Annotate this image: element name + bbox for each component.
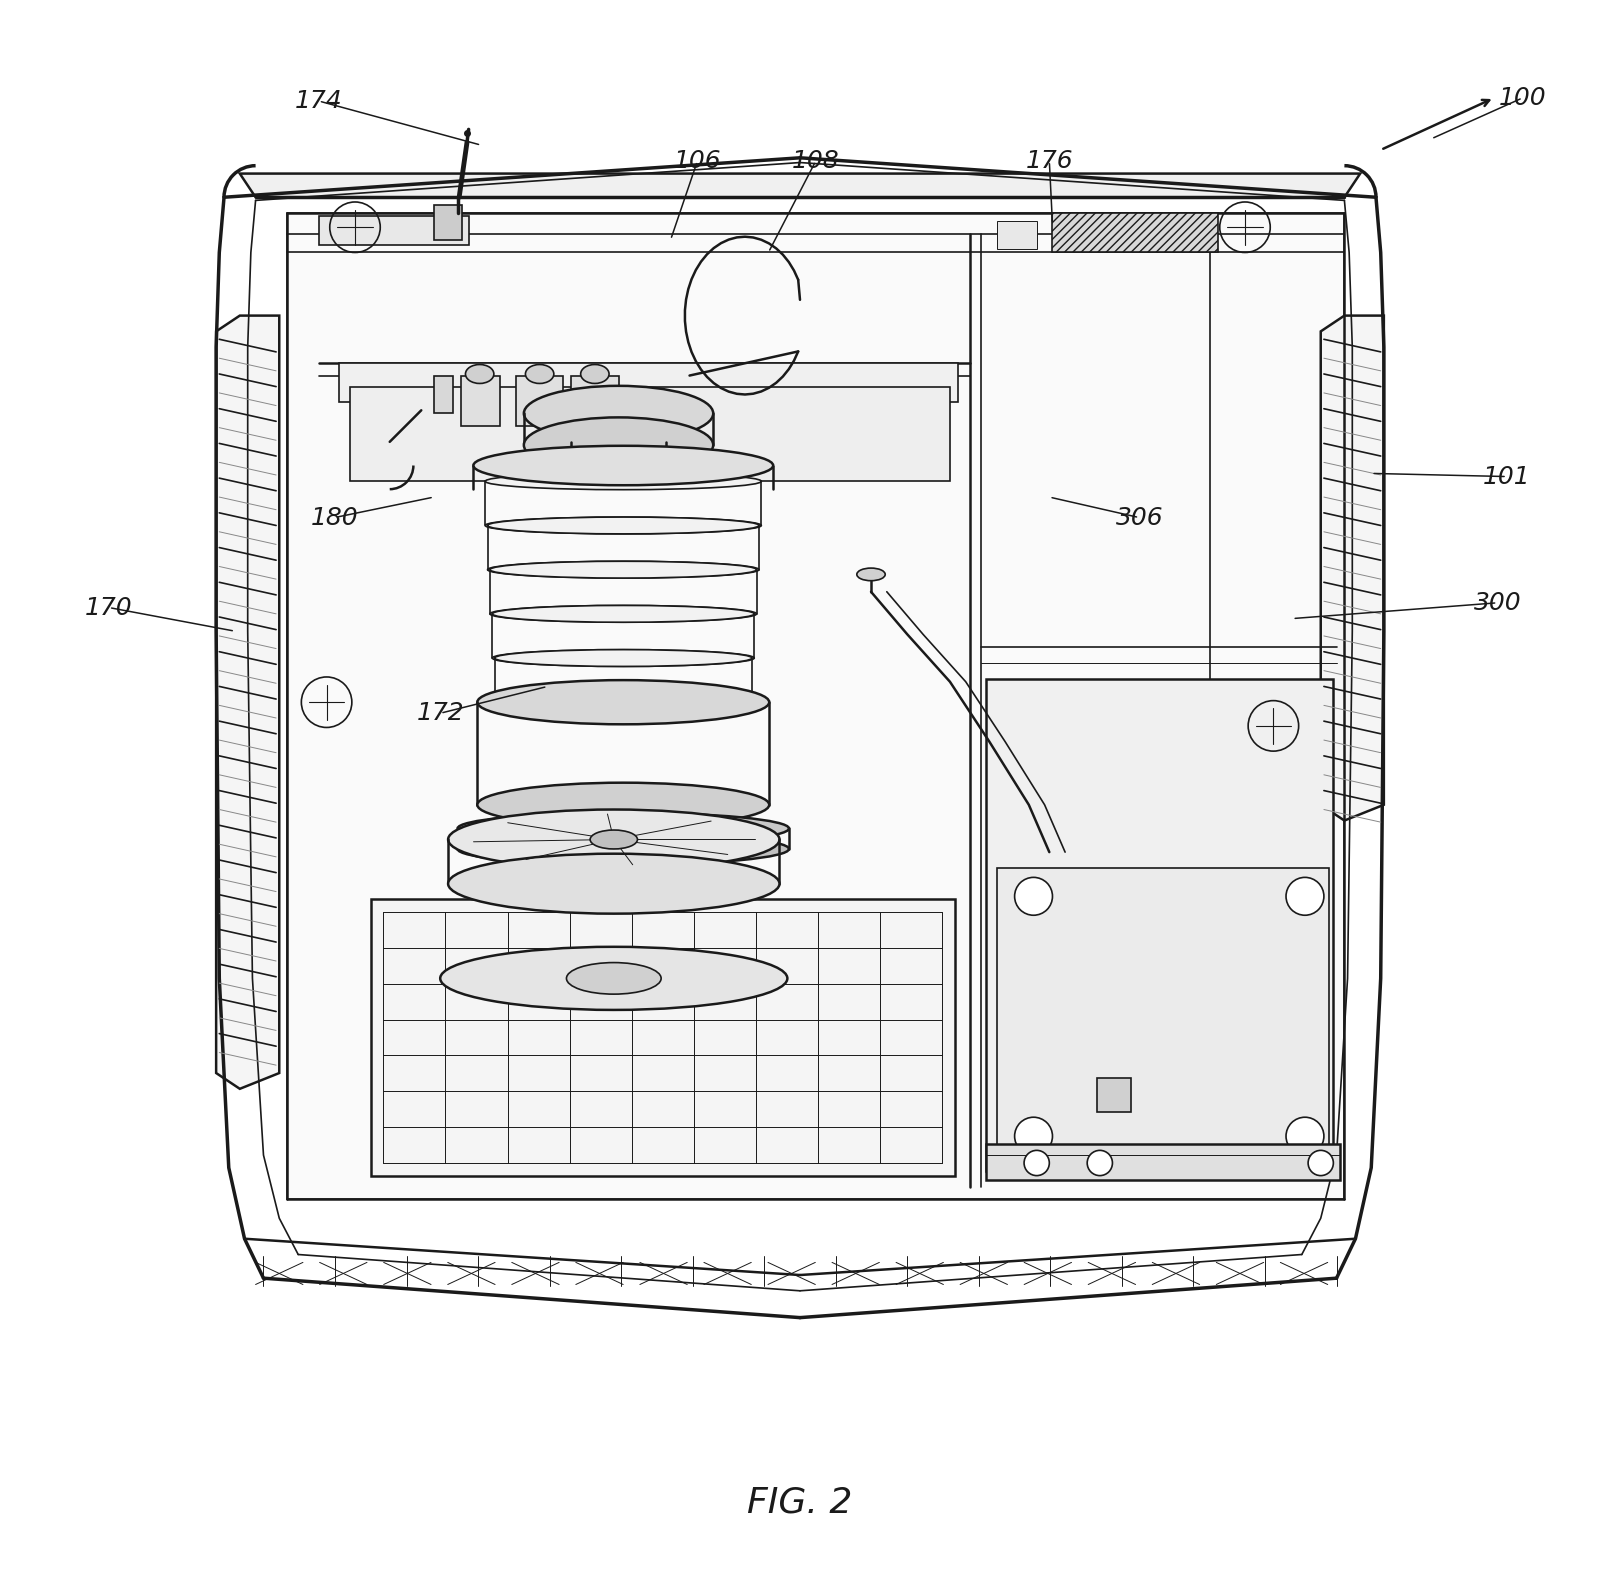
- Ellipse shape: [485, 473, 762, 489]
- Bar: [434, 376, 453, 413]
- Ellipse shape: [466, 365, 494, 383]
- Polygon shape: [286, 205, 1336, 1223]
- Circle shape: [1014, 877, 1053, 915]
- Bar: [1053, 213, 1218, 252]
- Bar: [997, 221, 1037, 249]
- Text: 170: 170: [85, 595, 133, 620]
- Ellipse shape: [493, 650, 754, 666]
- Ellipse shape: [858, 568, 885, 581]
- Bar: [434, 205, 462, 240]
- Text: 108: 108: [792, 148, 840, 174]
- Bar: [997, 868, 1328, 1165]
- Text: FIG. 2: FIG. 2: [747, 1485, 853, 1520]
- Polygon shape: [339, 363, 958, 402]
- Bar: [350, 387, 950, 481]
- Ellipse shape: [523, 418, 714, 473]
- Circle shape: [1286, 1117, 1323, 1155]
- Polygon shape: [986, 679, 1333, 1171]
- Bar: [1096, 1078, 1131, 1112]
- Circle shape: [1086, 1150, 1112, 1176]
- Ellipse shape: [523, 385, 714, 440]
- Ellipse shape: [494, 694, 752, 710]
- Ellipse shape: [642, 464, 690, 483]
- Ellipse shape: [474, 447, 773, 486]
- Circle shape: [1024, 1150, 1050, 1176]
- Ellipse shape: [488, 518, 758, 533]
- Polygon shape: [240, 174, 1360, 197]
- Circle shape: [1286, 877, 1323, 915]
- Polygon shape: [1320, 316, 1384, 821]
- Ellipse shape: [566, 963, 661, 994]
- Text: 300: 300: [1474, 590, 1522, 615]
- Ellipse shape: [448, 854, 779, 914]
- Ellipse shape: [547, 464, 595, 483]
- Text: 172: 172: [416, 701, 464, 726]
- Polygon shape: [571, 376, 619, 426]
- Polygon shape: [216, 316, 280, 1089]
- Ellipse shape: [440, 947, 787, 1010]
- Ellipse shape: [477, 783, 770, 827]
- Ellipse shape: [490, 562, 757, 578]
- Circle shape: [1309, 1150, 1333, 1176]
- Circle shape: [1014, 1117, 1053, 1155]
- Ellipse shape: [590, 830, 637, 849]
- Text: 180: 180: [310, 505, 358, 530]
- Polygon shape: [461, 376, 501, 426]
- Text: 101: 101: [1483, 464, 1531, 489]
- Ellipse shape: [448, 810, 779, 869]
- Ellipse shape: [494, 650, 752, 666]
- Polygon shape: [371, 899, 955, 1176]
- Ellipse shape: [581, 365, 610, 383]
- Polygon shape: [286, 213, 1344, 1199]
- Bar: [318, 216, 469, 245]
- Ellipse shape: [485, 518, 762, 533]
- Ellipse shape: [525, 365, 554, 383]
- Ellipse shape: [490, 606, 757, 622]
- Polygon shape: [515, 376, 563, 426]
- Ellipse shape: [488, 562, 758, 578]
- Ellipse shape: [493, 606, 754, 622]
- Text: 306: 306: [1115, 505, 1163, 530]
- Text: 176: 176: [1026, 148, 1074, 174]
- Ellipse shape: [477, 680, 770, 724]
- Ellipse shape: [458, 813, 789, 844]
- Text: 100: 100: [1499, 85, 1547, 110]
- Text: 106: 106: [674, 148, 722, 174]
- Polygon shape: [986, 1144, 1339, 1180]
- Text: 174: 174: [294, 88, 342, 114]
- Ellipse shape: [458, 833, 789, 865]
